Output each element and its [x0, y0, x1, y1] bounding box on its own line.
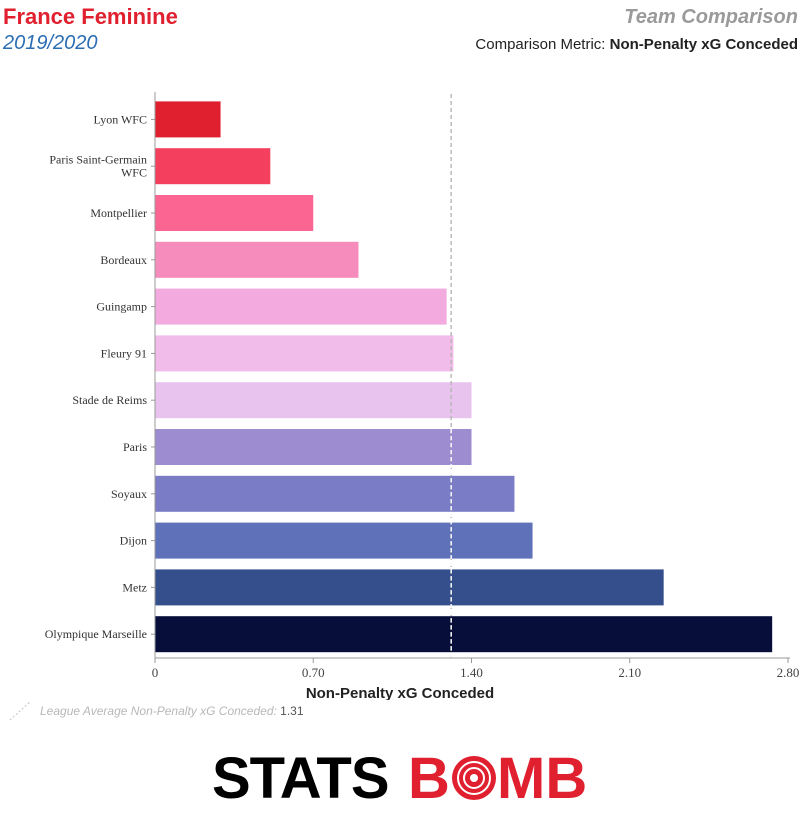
- y-tick-label: Soyaux: [111, 487, 147, 501]
- y-tick-label: Olympique Marseille: [45, 627, 147, 641]
- comparison-title: Team Comparison: [624, 6, 798, 28]
- x-tick-label: 2.10: [618, 665, 641, 680]
- statsbomb-logo: STATS B MB: [212, 746, 587, 811]
- bar-olympique-marseille: [155, 616, 773, 653]
- x-tick-label: 0: [152, 665, 159, 680]
- x-tick-label: 0.70: [302, 665, 325, 680]
- y-tick-label: Bordeaux: [100, 253, 147, 267]
- metric-prefix: Comparison Metric:: [475, 36, 610, 53]
- y-tick-label: Lyon WFC: [94, 112, 147, 126]
- bar-dijon: [155, 522, 533, 559]
- x-axis-label: Non-Penalty xG Conceded: [306, 685, 494, 700]
- y-tick-label: Dijon: [120, 534, 147, 548]
- bar-chart: Lyon WFC Paris Saint-Germain WFC Montpellie…: [45, 92, 800, 700]
- legend-average: League Average Non-Penalty xG Conceded: …: [40, 704, 304, 718]
- y-tick-label: Paris: [123, 440, 147, 454]
- y-tick-label: Montpellier: [90, 206, 147, 220]
- season-subtitle: 2019/2020: [3, 32, 98, 54]
- legend-label: League Average Non-Penalty xG Conceded:: [40, 704, 281, 718]
- x-tick-label: 1.40: [460, 665, 483, 680]
- bar-montpellier: [155, 195, 314, 231]
- bar-metz: [155, 569, 664, 606]
- bar-paris-saint-germain-wfc: [155, 148, 271, 185]
- y-tick-label: Stade de Reims: [72, 393, 147, 407]
- metric-name: Non-Penalty xG Conceded: [609, 36, 798, 53]
- x-tick-label: 2.80: [777, 665, 800, 680]
- bar-bordeaux: [155, 241, 359, 278]
- y-tick-label: Paris Saint-Germain WFC: [49, 153, 147, 180]
- bar-stade-de-reims: [155, 382, 472, 419]
- y-tick-label: Guingamp: [96, 300, 147, 314]
- bar-paris: [155, 429, 472, 465]
- bar-lyon-wfc: [155, 101, 221, 138]
- comparison-metric: Comparison Metric: Non-Penalty xG Conced…: [400, 36, 798, 53]
- logo-mb-text: MB: [497, 746, 587, 811]
- bar-guingamp: [155, 288, 447, 325]
- logo-b-text: B: [408, 746, 450, 811]
- bar-soyaux: [155, 475, 515, 512]
- y-tick-label: Metz: [122, 580, 147, 594]
- legend-dashed-line-icon: [9, 701, 31, 721]
- y-tick-label: Fleury 91: [101, 346, 147, 360]
- logo-target-icon: [452, 756, 496, 800]
- legend-value: 1.31: [280, 704, 304, 718]
- bar-fleury-91: [155, 335, 454, 372]
- chart-title: France Feminine: [3, 4, 178, 29]
- logo-stats-text: STATS: [212, 746, 389, 811]
